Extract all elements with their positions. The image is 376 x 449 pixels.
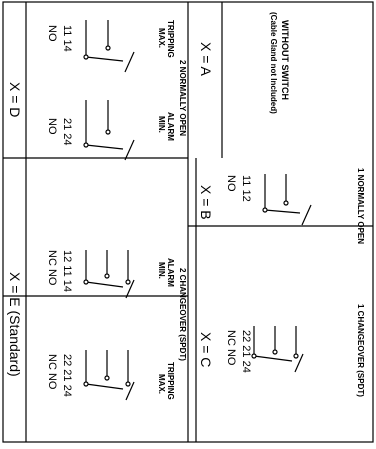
cell-e-option-label: X = E (Standard) (7, 272, 23, 377)
cell-b: 1 NORMALLY OPEN 11 12 NO X = B (198, 168, 365, 244)
cell-e-right-terminals: 22 21 24 (61, 354, 73, 397)
cell-e-left-terminals: 12 11 14 (61, 250, 73, 292)
cell-d-right-contact: NO (46, 118, 58, 135)
cell-c-option-label: X = C (198, 332, 214, 367)
cell-e-right-label-line2: MAX. (157, 374, 166, 394)
cell-c-contacts: NC NO (225, 330, 237, 366)
cell-e-left-label-line1: ALARM (166, 258, 175, 287)
cell-d-title: 2 NORMALLY OPEN (178, 60, 187, 136)
cell-c-switch-symbol (251, 326, 304, 373)
cell-e: 2 CHANGEOVER (SPDT) ALARM MIN. TRIPPING … (7, 250, 187, 401)
cell-c-title: 1 CHANGEOVER (SPDT) (356, 304, 365, 397)
cell-d-left-contact: NO (46, 25, 58, 42)
cell-e-switch-symbols (83, 250, 135, 401)
cell-c: 1 CHANGEOVER (SPDT) 22 21 24 NC NO X = C (198, 304, 365, 397)
cell-b-option-label: X = B (198, 185, 214, 220)
cell-d-right-label-line1: ALARM (166, 112, 175, 141)
cell-a-option-label: X = A (198, 42, 214, 77)
cell-e-right-label-line1: TRIPPING (166, 362, 175, 400)
cell-e-left-contacts: NC NO (46, 250, 58, 286)
cell-d-left-label-line1: TRIPPING (166, 20, 175, 58)
cell-d-left-terminals: 11 14 (61, 25, 73, 52)
cell-d-option-label: X = D (7, 82, 23, 117)
cell-d: 2 NORMALLY OPEN TRIPPING MAX. ALARM MIN.… (7, 20, 187, 161)
cell-c-terminals: 22 21 24 (240, 330, 252, 373)
table-grid (2, 1, 374, 443)
cell-b-terminals: 11 12 (240, 175, 252, 202)
cell-e-title: 2 CHANGEOVER (SPDT) (178, 268, 187, 361)
cell-d-left-label-line2: MAX. (157, 28, 166, 48)
cell-d-switch-symbols (83, 20, 135, 161)
cell-a: WITHOUT SWITCH (Cable Gland not Included… (198, 12, 290, 114)
cell-b-switch-symbol (262, 174, 312, 226)
cell-a-title-line1: WITHOUT SWITCH (280, 20, 290, 100)
cell-b-title: 1 NORMALLY OPEN (356, 168, 365, 244)
cell-b-contact: NO (225, 175, 237, 192)
cell-e-left-label-line2: MIN. (157, 262, 166, 279)
cell-e-right-contacts: NC NO (46, 354, 58, 390)
cell-a-title-line2: (Cable Gland not Included) (269, 12, 278, 114)
cell-d-right-label-line2: MIN. (157, 116, 166, 133)
cell-d-right-terminals: 21 24 (61, 118, 73, 146)
